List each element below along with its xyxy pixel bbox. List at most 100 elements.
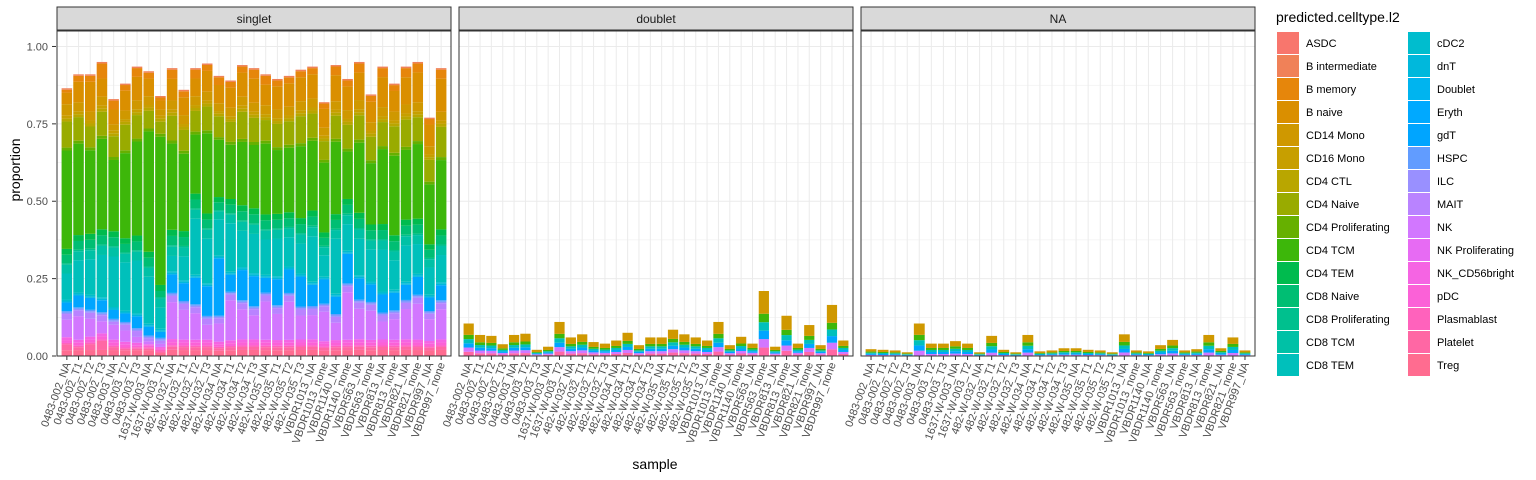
bar-segment — [272, 80, 283, 87]
facet-strip — [56, 6, 452, 31]
bar-segment — [865, 353, 877, 355]
bar-segment — [781, 315, 792, 330]
bar-segment — [108, 136, 119, 158]
bar-segment — [1167, 350, 1179, 354]
bar-segment — [318, 138, 330, 142]
bar-segment — [237, 66, 248, 73]
bar-segment — [248, 342, 260, 346]
bar-segment — [1022, 352, 1034, 356]
bar-segment — [225, 271, 236, 274]
bar-segment — [365, 339, 377, 343]
bar-segment — [120, 348, 131, 351]
bar-segment — [155, 351, 166, 353]
bar-segment — [1082, 354, 1094, 356]
bar-segment — [213, 346, 225, 349]
bar-segment — [260, 292, 271, 295]
bar-segment — [155, 340, 166, 344]
bar-segment — [201, 133, 213, 214]
bar-segment — [73, 240, 84, 250]
bar-segment — [73, 294, 84, 296]
bar-segment — [656, 351, 667, 354]
bar-segment — [96, 297, 108, 299]
bar-segment — [645, 337, 656, 344]
bar-segment — [225, 80, 236, 82]
bar-segment — [225, 294, 236, 301]
bar-segment — [826, 322, 838, 330]
bar-segment — [342, 215, 353, 225]
bar-segment — [108, 100, 119, 110]
bar-segment — [201, 106, 213, 131]
bar-segment — [377, 339, 388, 343]
bar-segment — [131, 109, 143, 113]
bar-segment — [143, 345, 154, 348]
bar-segment — [1239, 353, 1251, 355]
bar-segment — [307, 66, 318, 69]
bar-segment — [1058, 354, 1070, 356]
y-tick-label: 0.00 — [27, 351, 48, 363]
bar-segment — [120, 150, 131, 154]
bar-segment — [272, 150, 283, 214]
bar-segment — [389, 126, 400, 153]
bar-segment — [400, 104, 412, 114]
bar-segment — [225, 213, 236, 215]
bar-segment — [120, 124, 131, 151]
bar-segment — [424, 181, 435, 185]
bar-segment — [237, 205, 248, 212]
panel-border — [56, 30, 452, 357]
bar-segment — [283, 301, 295, 340]
bar-segment — [474, 353, 486, 356]
bar-segment — [330, 296, 342, 315]
bar-segment — [330, 66, 342, 76]
bar-segment — [400, 309, 412, 340]
bar-segment — [190, 69, 201, 79]
bar-segment — [307, 305, 318, 308]
bar-segment — [272, 123, 283, 148]
bar-segment — [143, 257, 154, 267]
bar-segment — [1070, 348, 1082, 351]
bar-segment — [1094, 352, 1106, 354]
bar-segment — [295, 345, 307, 348]
bar-segment — [342, 78, 353, 81]
bar-segment — [84, 233, 96, 240]
bar-segment — [283, 218, 295, 227]
bar-segment — [307, 216, 318, 226]
bar-segment — [925, 343, 937, 348]
bar-segment — [998, 354, 1010, 356]
bar-segment — [577, 347, 588, 351]
bar-segment — [120, 350, 131, 356]
bar-segment — [792, 352, 804, 355]
bar-segment — [622, 346, 633, 350]
bar-segment — [1130, 350, 1142, 353]
bar-segment — [354, 278, 365, 300]
legend-label: B memory — [1306, 84, 1357, 96]
bar-segment — [143, 72, 154, 79]
bar-segment — [190, 313, 201, 340]
bar-segment — [354, 346, 365, 350]
bar-segment — [690, 353, 701, 356]
bar-segment — [108, 256, 119, 307]
bar-segment — [599, 347, 611, 350]
bar-segment — [354, 115, 365, 140]
bar-segment — [520, 353, 531, 356]
bar-segment — [508, 347, 520, 351]
bar-segment — [143, 344, 154, 346]
bar-segment — [435, 78, 447, 112]
bar-segment — [307, 346, 318, 350]
bar-segment — [497, 344, 508, 349]
bar-segment — [318, 159, 330, 163]
bar-segment — [1034, 353, 1046, 355]
legend-label: Eryth — [1437, 107, 1463, 119]
bar-segment — [354, 302, 365, 309]
bar-segment — [377, 315, 388, 322]
bar-segment — [667, 342, 679, 346]
bar-segment — [318, 135, 330, 139]
bar-segment — [108, 246, 119, 248]
bar-segment — [307, 210, 318, 217]
bar-segment — [108, 237, 119, 247]
bar-segment — [424, 311, 435, 313]
bar-segment — [108, 345, 119, 348]
bar-segment — [925, 353, 937, 356]
bar-segment — [838, 353, 849, 356]
bar-segment — [354, 339, 365, 343]
bar-segment — [131, 76, 143, 101]
